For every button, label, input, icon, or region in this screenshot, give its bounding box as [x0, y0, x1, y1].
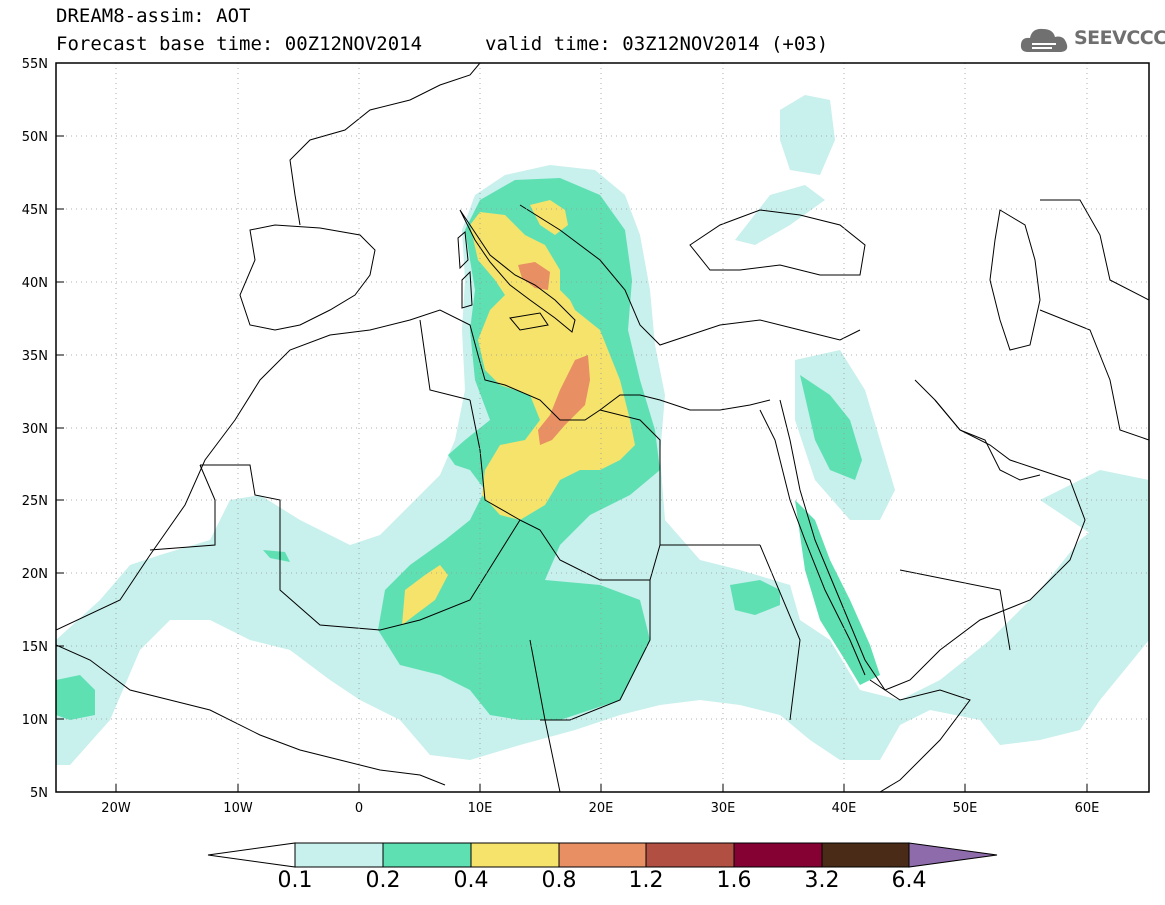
- lon-labels: 20W 10W 0 10E 20E 30E 40E 50E 60E: [101, 801, 1099, 816]
- map-title: DREAM8-assim: AOT: [56, 5, 251, 27]
- colorbar: [207, 842, 998, 868]
- lat-label: 35N: [22, 349, 48, 364]
- colorbar-under-arrow: [207, 842, 296, 868]
- colorbar-label: 0.1: [277, 868, 313, 893]
- lat-label: 5N: [30, 786, 48, 801]
- lon-label: 10E: [468, 801, 493, 816]
- colorbar-label: 3.2: [804, 868, 840, 893]
- coastlines: [56, 63, 1149, 792]
- cloud-icon: [1020, 28, 1068, 52]
- lon-label: 30E: [711, 801, 736, 816]
- colorbar-label: 0.4: [453, 868, 489, 893]
- colorbar-label: 6.4: [891, 868, 927, 893]
- lat-labels: 55N 50N 45N 40N 35N 30N 25N 20N 15N 10N …: [22, 57, 48, 801]
- forecast-base-time: Forecast base time: 00Z12NOV2014: [56, 33, 423, 55]
- colorbar-segment: [645, 842, 735, 868]
- lon-label: 20W: [101, 801, 131, 816]
- colorbar-label: 0.2: [365, 868, 401, 893]
- lat-label: 55N: [22, 57, 48, 72]
- lon-label: 40E: [832, 801, 857, 816]
- lon-label: 50E: [953, 801, 978, 816]
- grid-lines: [56, 63, 1149, 792]
- lon-label: 60E: [1075, 801, 1100, 816]
- colorbar-segment: [470, 842, 560, 868]
- seevccc-logo: SEEVCCC: [1018, 22, 1165, 58]
- tick-marks: [56, 135, 1088, 792]
- colorbar-segment: [821, 842, 910, 868]
- lat-label: 25N: [22, 494, 48, 509]
- lat-label: 40N: [22, 276, 48, 291]
- logo-text: SEEVCCC: [1074, 27, 1165, 49]
- colorbar-segment: [558, 842, 647, 868]
- lat-label: 45N: [22, 203, 48, 218]
- colorbar-label: 1.6: [716, 868, 752, 893]
- lon-label: 10W: [223, 801, 253, 816]
- lat-label: 15N: [22, 640, 48, 655]
- colorbar-label: 0.8: [541, 868, 577, 893]
- lat-label: 10N: [22, 713, 48, 728]
- aot-contours: [56, 95, 1149, 765]
- colorbar-segment: [294, 842, 384, 868]
- colorbar-label: 1.2: [628, 868, 664, 893]
- colorbar-segment: [382, 842, 472, 868]
- colorbar-segment: [733, 842, 823, 868]
- lat-label: 20N: [22, 567, 48, 582]
- lon-label: 20E: [589, 801, 614, 816]
- lat-label: 50N: [22, 130, 48, 145]
- colorbar-over-arrow: [908, 842, 998, 868]
- valid-time: valid time: 03Z12NOV2014 (+03): [485, 33, 829, 55]
- lon-label: 0: [355, 801, 363, 816]
- lat-label: 30N: [22, 422, 48, 437]
